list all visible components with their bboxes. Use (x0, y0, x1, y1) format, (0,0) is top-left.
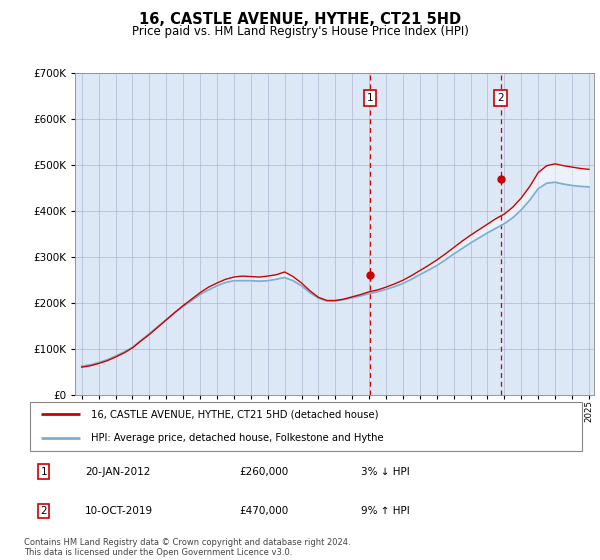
Text: 3% ↓ HPI: 3% ↓ HPI (361, 466, 410, 477)
Text: 16, CASTLE AVENUE, HYTHE, CT21 5HD (detached house): 16, CASTLE AVENUE, HYTHE, CT21 5HD (deta… (91, 409, 378, 419)
FancyBboxPatch shape (30, 402, 582, 451)
Text: 9% ↑ HPI: 9% ↑ HPI (361, 506, 410, 516)
Text: HPI: Average price, detached house, Folkestone and Hythe: HPI: Average price, detached house, Folk… (91, 433, 383, 443)
Text: £260,000: £260,000 (240, 466, 289, 477)
Text: 1: 1 (367, 93, 373, 103)
Text: 2: 2 (40, 506, 47, 516)
Text: 2: 2 (497, 93, 504, 103)
Text: Contains HM Land Registry data © Crown copyright and database right 2024.
This d: Contains HM Land Registry data © Crown c… (24, 538, 350, 557)
Text: 1: 1 (40, 466, 47, 477)
Text: £470,000: £470,000 (240, 506, 289, 516)
Text: 10-OCT-2019: 10-OCT-2019 (85, 506, 154, 516)
Text: 16, CASTLE AVENUE, HYTHE, CT21 5HD: 16, CASTLE AVENUE, HYTHE, CT21 5HD (139, 12, 461, 27)
Text: 20-JAN-2012: 20-JAN-2012 (85, 466, 151, 477)
Text: Price paid vs. HM Land Registry's House Price Index (HPI): Price paid vs. HM Land Registry's House … (131, 25, 469, 38)
